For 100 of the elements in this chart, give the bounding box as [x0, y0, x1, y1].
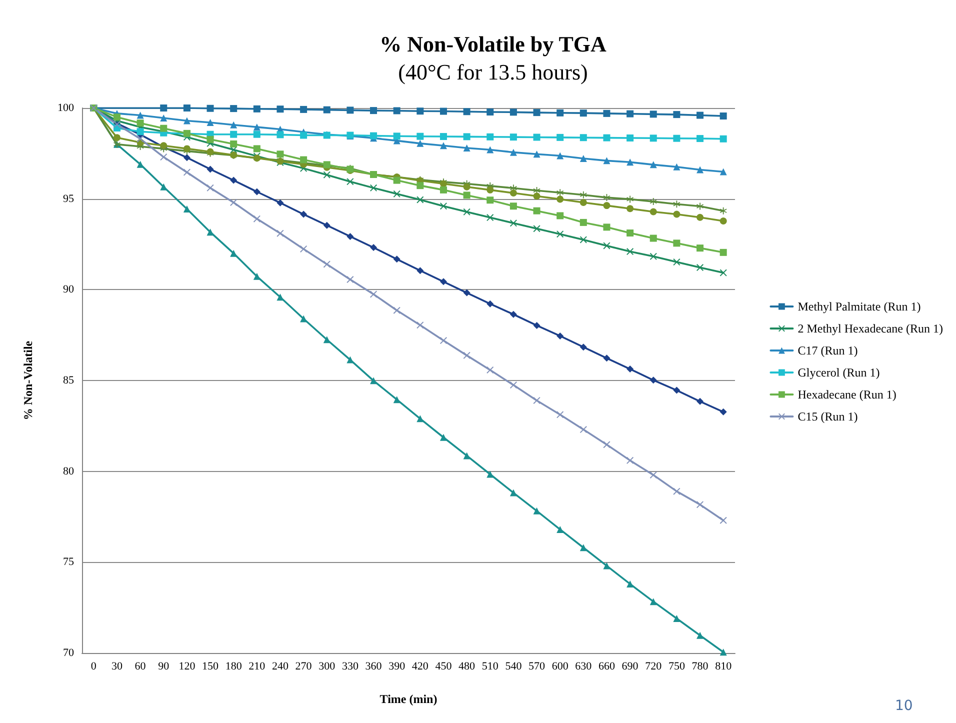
- point: [510, 108, 517, 116]
- x-tick-label: 180: [225, 660, 242, 672]
- point: [300, 210, 308, 218]
- point: [183, 145, 190, 152]
- y-tick-label: 70: [63, 647, 74, 659]
- point: [253, 145, 260, 152]
- point: [650, 198, 657, 206]
- point: [463, 133, 470, 140]
- point: [626, 366, 634, 373]
- point: [276, 106, 284, 113]
- point: [720, 248, 727, 256]
- x-tick-label: 600: [552, 660, 569, 672]
- point: [370, 132, 378, 140]
- x-tick-label: 480: [458, 660, 476, 672]
- point: [696, 202, 704, 210]
- point: [486, 108, 494, 116]
- x-tick-label: 210: [248, 660, 266, 672]
- point: [346, 178, 354, 186]
- point: [486, 186, 494, 194]
- y-tick-label: 75: [63, 556, 74, 568]
- x-tick-label: 240: [272, 660, 289, 672]
- point: [696, 214, 704, 221]
- point: [580, 110, 587, 117]
- point: [206, 166, 214, 173]
- point: [533, 134, 540, 141]
- point: [463, 108, 470, 116]
- chart-subtitle: (40°C for 13.5 hours): [398, 60, 588, 84]
- point: [580, 426, 587, 434]
- point: [276, 131, 284, 138]
- point: [136, 160, 144, 168]
- point: [183, 104, 190, 112]
- point: [556, 230, 564, 238]
- point: [183, 206, 190, 213]
- point: [346, 276, 354, 283]
- point: [626, 134, 634, 142]
- point: [393, 256, 400, 263]
- point: [510, 202, 517, 210]
- point: [533, 322, 540, 329]
- point: [276, 230, 284, 237]
- point: [370, 184, 378, 192]
- point: [580, 134, 587, 142]
- x-tick-label: 630: [575, 660, 592, 672]
- x-tick-label: 690: [622, 660, 639, 672]
- point: [136, 112, 144, 119]
- point: [253, 188, 260, 196]
- point: [720, 168, 727, 176]
- point: [510, 310, 517, 318]
- point: [673, 163, 680, 170]
- point: [580, 155, 587, 162]
- point: [136, 128, 144, 136]
- point: [206, 119, 214, 126]
- point: [206, 136, 214, 143]
- legend-label: Hexadecane (Run 1): [798, 388, 896, 402]
- point: [580, 344, 587, 351]
- point: [486, 196, 494, 204]
- point: [230, 198, 238, 206]
- point: [673, 386, 680, 394]
- text: 10: [895, 698, 913, 714]
- point: [650, 252, 657, 260]
- point: [370, 377, 378, 384]
- x-tick-label: 270: [295, 660, 312, 672]
- legend-label: Glycerol (Run 1): [798, 366, 880, 380]
- x-tick-label: 510: [482, 660, 499, 672]
- point: [603, 224, 610, 231]
- point: [696, 264, 704, 272]
- point: [393, 396, 400, 404]
- point: [650, 134, 657, 142]
- point: [230, 105, 238, 112]
- point: [160, 124, 168, 132]
- point: [696, 135, 704, 142]
- point: [323, 260, 330, 268]
- point: [720, 408, 727, 416]
- point: [370, 244, 378, 252]
- point: [346, 356, 354, 364]
- point: [533, 109, 540, 116]
- point: [696, 398, 704, 405]
- point: [416, 132, 424, 140]
- point: [603, 157, 610, 164]
- x-tick-label: 360: [365, 660, 382, 672]
- point: [720, 218, 727, 224]
- y-tick-label: 100: [58, 102, 74, 114]
- point: [556, 196, 564, 203]
- point: [440, 142, 447, 150]
- point: [463, 352, 470, 359]
- point: [323, 106, 330, 114]
- point: [440, 337, 447, 344]
- point: [136, 135, 144, 142]
- point: [183, 154, 190, 162]
- point: [113, 114, 120, 121]
- point: [626, 205, 634, 212]
- point: [673, 200, 680, 208]
- x-tick-label: 300: [318, 660, 336, 672]
- point: [183, 117, 190, 124]
- point: [696, 166, 704, 174]
- point: [556, 526, 564, 533]
- point: [510, 134, 517, 141]
- point: [720, 112, 727, 120]
- point: [160, 104, 168, 112]
- point: [626, 110, 634, 118]
- point: [206, 104, 214, 112]
